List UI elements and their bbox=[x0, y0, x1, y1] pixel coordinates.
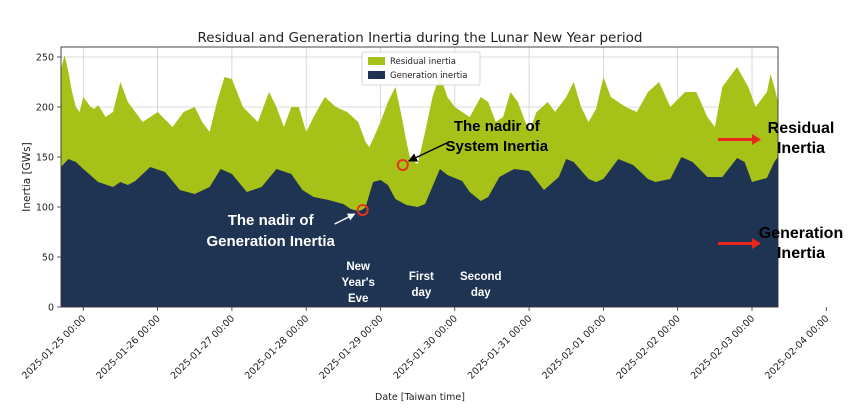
right-label-residual: Residual Inertia bbox=[768, 120, 835, 157]
day-label-line: New bbox=[346, 261, 370, 273]
y-tick-label: 150 bbox=[36, 153, 54, 164]
y-axis-ticks: 0 50 100 150 200 250 bbox=[36, 53, 61, 314]
legend-label-residual: Residual inertia bbox=[390, 57, 456, 67]
legend-box bbox=[361, 51, 481, 86]
right-label-residual-line: Inertia bbox=[777, 140, 825, 157]
x-tick-label: 2025-01-27 00:00 bbox=[169, 313, 237, 381]
y-axis-label: Inertia [GWs] bbox=[21, 142, 33, 212]
nadir-generation-arrow bbox=[334, 213, 356, 225]
y-tick-label: 0 bbox=[48, 303, 54, 314]
nadir-system-label-line: System Inertia bbox=[446, 138, 549, 155]
right-label-generation-line: Generation bbox=[759, 225, 843, 242]
y-tick-label: 250 bbox=[36, 53, 54, 64]
x-tick-label: 2025-01-30 00:00 bbox=[392, 313, 460, 381]
annotations: The nadir of System Inertia The nadir of Ge… bbox=[206, 118, 843, 305]
nadir-system-label-line: The nadir of bbox=[454, 118, 541, 135]
day-label: First day bbox=[409, 271, 434, 299]
x-tick-label: 2025-01-26 00:00 bbox=[94, 313, 162, 381]
right-label-generation-line: Inertia bbox=[777, 245, 825, 262]
x-tick-label: 2025-01-29 00:00 bbox=[317, 313, 385, 381]
nadir-generation-label: The nadir of Generation Inertia bbox=[206, 212, 335, 250]
legend: Residual inertia Generation inertia bbox=[361, 51, 481, 86]
day-label-line: First bbox=[409, 271, 434, 283]
x-tick-label: 2025-02-01 00:00 bbox=[540, 313, 608, 381]
x-tick-label: 2025-02-02 00:00 bbox=[615, 313, 683, 381]
plot-frame bbox=[60, 46, 779, 308]
day-label-line: day bbox=[471, 287, 491, 299]
day-label-line: day bbox=[411, 287, 431, 299]
legend-swatch-generation bbox=[368, 71, 385, 79]
nadir-generation-marker bbox=[356, 204, 369, 216]
day-label-line: Second bbox=[460, 271, 502, 283]
x-tick-label: 2025-01-28 00:00 bbox=[243, 313, 311, 381]
generation-inertia-area bbox=[61, 157, 778, 307]
right-label-generation: Generation Inertia bbox=[759, 225, 843, 262]
x-axis-ticks: 2025-01-25 00:00 2025-01-26 00:00 2025-01-… bbox=[20, 307, 831, 382]
legend-swatch-residual bbox=[368, 57, 385, 65]
x-tick-label: 2025-01-31 00:00 bbox=[466, 313, 534, 381]
x-axis-label: Date [Taiwan time] bbox=[375, 392, 465, 403]
chart-title: Residual and Generation Inertia during t… bbox=[197, 30, 642, 46]
right-label-residual-line: Residual bbox=[768, 120, 835, 137]
y-tick-label: 50 bbox=[42, 253, 54, 264]
day-label: New Year's Eve bbox=[341, 261, 374, 305]
plot-areas bbox=[61, 55, 778, 307]
y-tick-label: 100 bbox=[36, 203, 54, 214]
day-label: Second day bbox=[460, 271, 502, 299]
residual-arrow bbox=[718, 134, 761, 145]
x-tick-label: 2025-01-25 00:00 bbox=[20, 313, 88, 381]
nadir-system-arrow bbox=[407, 142, 448, 162]
day-label-line: Eve bbox=[348, 293, 368, 305]
nadir-generation-label-line: The nadir of bbox=[228, 212, 315, 229]
x-tick-label: 2025-02-04 00:00 bbox=[763, 313, 831, 381]
legend-label-generation: Generation inertia bbox=[390, 71, 468, 81]
nadir-system-marker bbox=[396, 159, 409, 171]
x-tick-label: 2025-02-03 00:00 bbox=[689, 313, 757, 381]
nadir-system-label: The nadir of System Inertia bbox=[446, 118, 549, 155]
nadir-generation-label-line: Generation Inertia bbox=[206, 233, 335, 250]
generation-arrow bbox=[718, 238, 761, 249]
y-tick-label: 200 bbox=[36, 103, 54, 114]
day-label-line: Year's bbox=[341, 277, 374, 289]
